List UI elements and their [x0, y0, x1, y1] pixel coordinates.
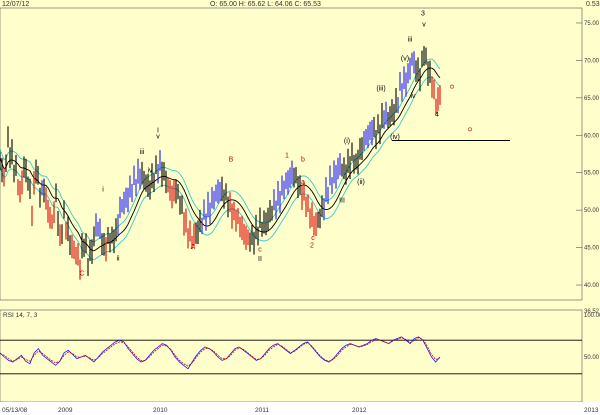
x-label-2009: 2009: [58, 407, 73, 414]
wave-label: a: [301, 179, 305, 186]
wave-label: 3: [421, 10, 425, 17]
wave-label: (v): [401, 55, 409, 62]
wave-label: II: [258, 256, 262, 263]
y-tick-label-1: 45.00: [584, 246, 600, 252]
y-tick-label-7: 75.00: [584, 21, 600, 27]
wave-label: iv: [410, 93, 416, 100]
price-panel-frame: [0, 7, 583, 301]
wave-label: iii: [408, 37, 413, 44]
y-tick-label-6: 70.00: [584, 58, 600, 64]
rsi-title: RSI 14, 7, 3: [3, 312, 38, 319]
rsi-tick-label-1: 100.00: [584, 313, 600, 319]
wave-label: iv: [147, 168, 153, 175]
wave-label: (iv): [390, 134, 400, 141]
x-end-label: 2013: [584, 407, 599, 414]
x-label-2012: 2012: [352, 407, 367, 414]
projection-mark-1: [468, 127, 472, 132]
header-date: 12/07/12: [2, 1, 29, 8]
wave-label: A: [191, 244, 196, 251]
header-right-value: 0.53: [586, 1, 600, 8]
wave-label: 1: [285, 153, 289, 160]
wave-label: 2: [310, 243, 314, 250]
wave-label: i: [102, 186, 104, 193]
wave-label: iii: [140, 149, 145, 156]
y-extra-label: 36.52: [584, 309, 600, 315]
wave-label: 4: [435, 112, 439, 119]
wave-label: c: [311, 235, 315, 242]
rsi-layer: 50.00 100.00: [0, 313, 600, 375]
wave-label: b: [301, 156, 305, 163]
price-layer: 40.00 45.00 50.00 55.00 60.00 65.00 70.00 75.00…: [0, 10, 600, 315]
rsi-panel-frame: [0, 309, 583, 403]
wave-label: III: [339, 198, 345, 205]
wave-label: v: [156, 133, 160, 140]
wave-label: C: [79, 270, 84, 277]
x-label-2011: 2011: [255, 407, 269, 414]
rsi-tick-label-0: 50.00: [584, 355, 600, 361]
rsi-series-1: [0, 337, 441, 367]
wave-label: ii: [116, 255, 120, 262]
wave-label: v: [422, 22, 426, 29]
wave-label: (i): [344, 138, 350, 145]
x-label-2010: 2010: [153, 407, 168, 414]
x-start-label: 05/13/08: [2, 407, 28, 414]
wave-label: (iii): [376, 85, 385, 92]
y-tick-label-5: 65.00: [584, 96, 600, 102]
wave-label: I: [157, 127, 159, 134]
y-tick-label-4: 60.00: [584, 133, 600, 139]
band-lower: [0, 76, 441, 261]
wave-label: c: [258, 246, 262, 253]
rsi-series-0: [0, 336, 441, 370]
date-strip: [0, 402, 600, 415]
projection-mark-0: [450, 84, 454, 89]
y-tick-label-2: 50.00: [584, 208, 600, 214]
y-tick-label-0: 40.00: [584, 283, 600, 289]
band-mid: [0, 67, 441, 252]
header-ohlc: O: 65.00 H: 65.62 L: 64.06 C: 65.53: [210, 1, 321, 8]
wave-label: B: [229, 156, 234, 163]
wave-label: (ii): [357, 179, 365, 186]
y-tick-label-3: 55.00: [584, 171, 600, 177]
